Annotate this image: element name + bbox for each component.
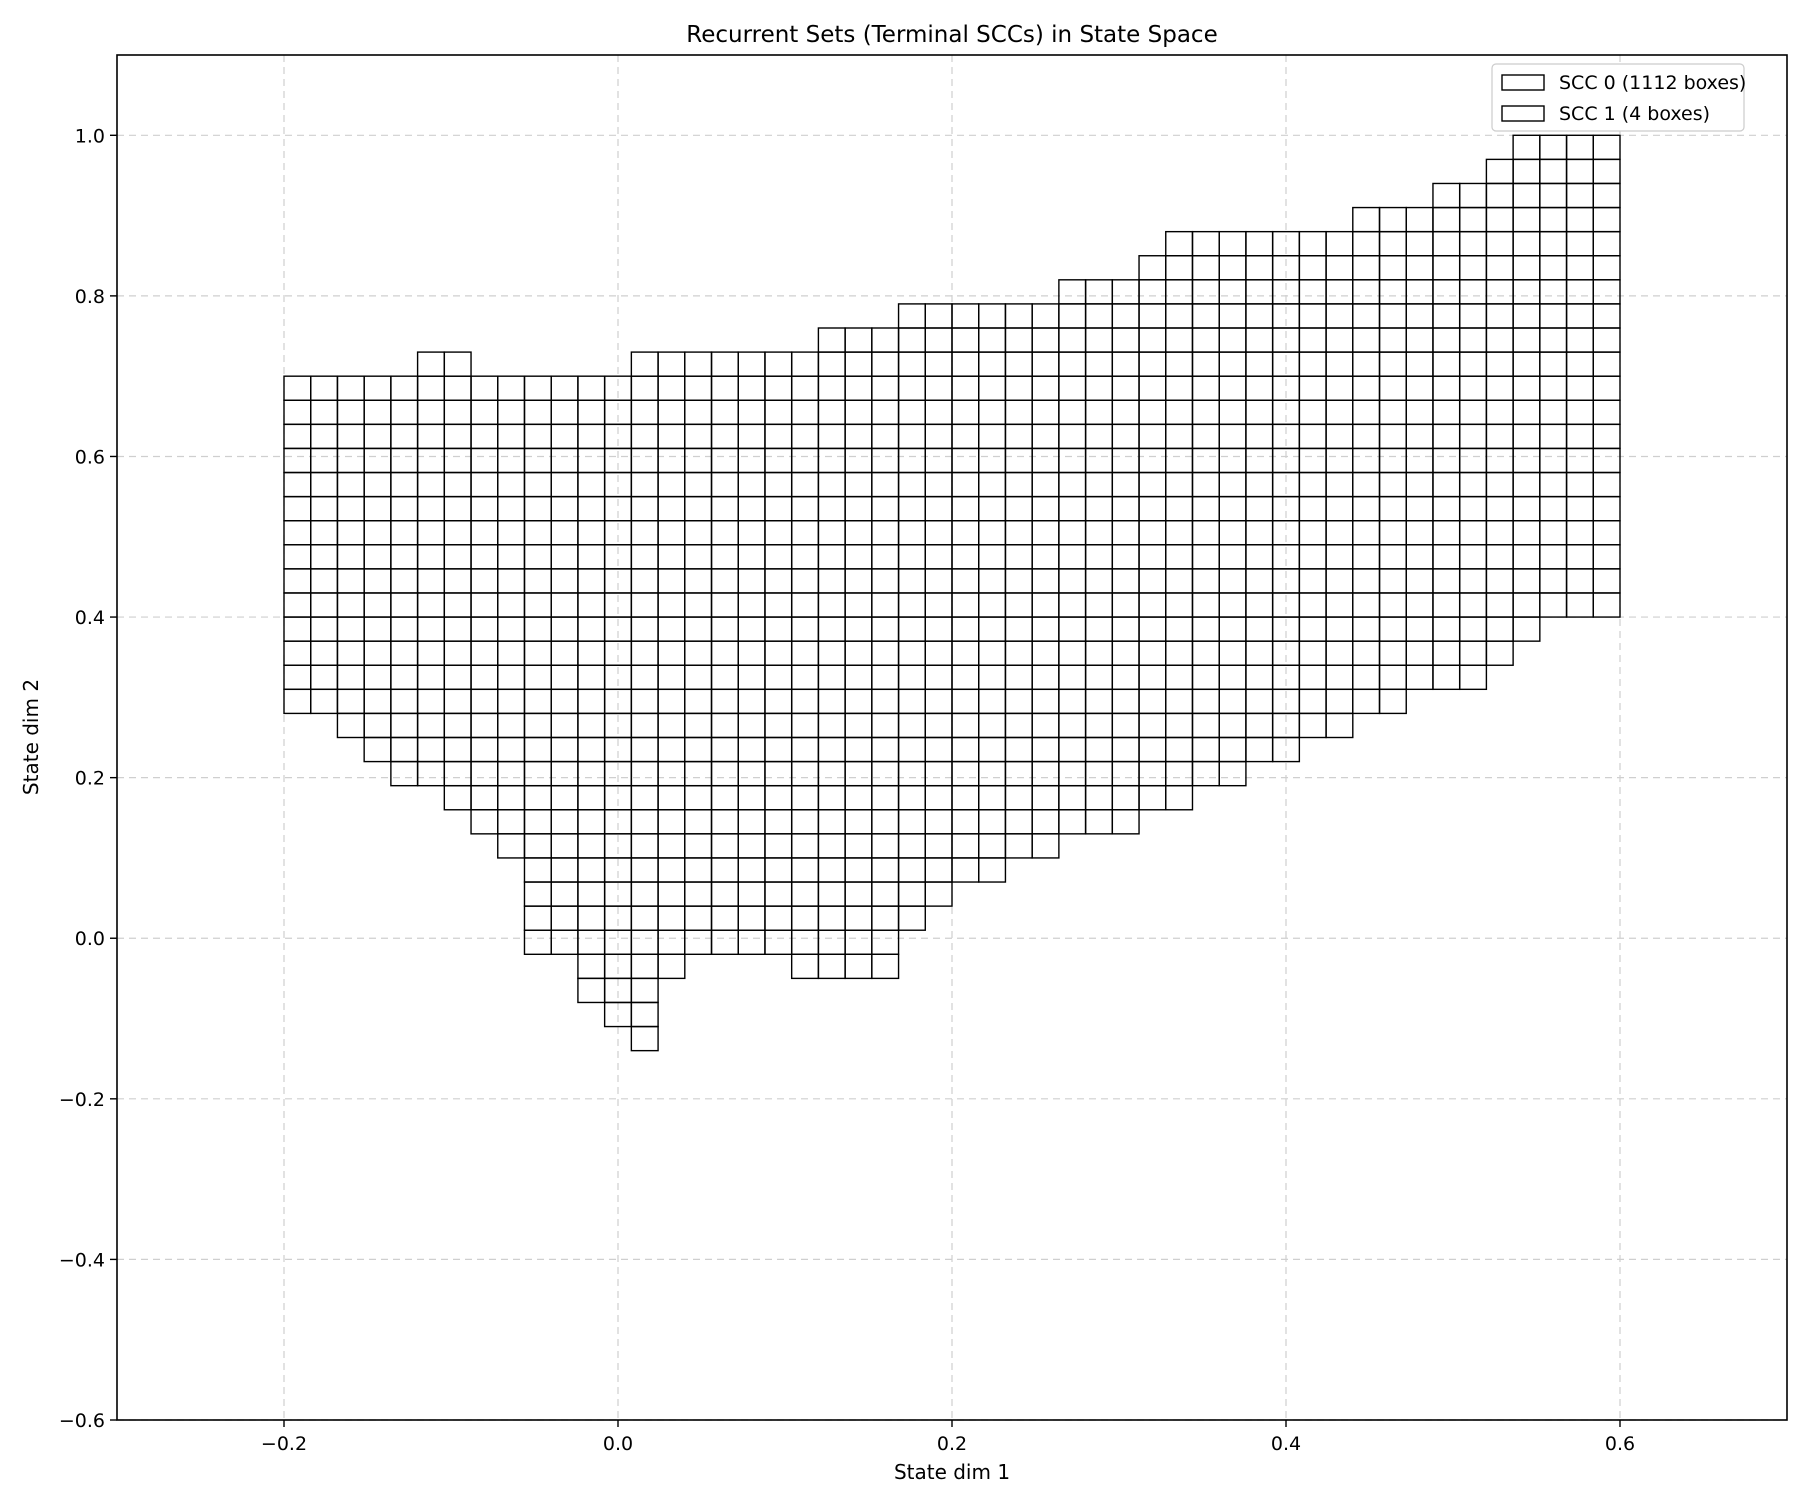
y-tick-label: 0.8: [75, 286, 105, 308]
y-tick-label: 0.6: [75, 446, 105, 468]
y-tick-label: −0.2: [59, 1089, 105, 1111]
scc-box: [1592, 134, 1621, 161]
legend-label-scc-0: SCC 0 (1112 boxes): [1559, 72, 1746, 94]
axis-ticks: −0.2 0.0 0.2 0.4 0.6 −0.6 −0.4 −0.2 0.0 0.2 0.4 0.6…: [59, 125, 1635, 1455]
chart-title: Recurrent Sets (Terminal SCCs) in State …: [686, 22, 1217, 48]
y-tick-label: −0.4: [59, 1249, 105, 1271]
y-tick-label: 1.0: [75, 125, 105, 147]
x-tick-label: 0.4: [1271, 1433, 1301, 1455]
y-tick-label: 0.4: [75, 607, 105, 629]
y-axis-label: State dim 2: [19, 679, 43, 795]
legend: SCC 0 (1112 boxes) SCC 1 (4 boxes): [1491, 63, 1746, 132]
scc-boxes: [283, 134, 1621, 1052]
legend-label-scc-1: SCC 1 (4 boxes): [1559, 103, 1710, 125]
x-tick-label: −0.2: [261, 1433, 307, 1455]
x-tick-label: 0.6: [1605, 1433, 1635, 1455]
y-tick-label: 0.2: [75, 768, 105, 790]
legend-swatch-scc-1: [1501, 105, 1545, 122]
x-axis-label: State dim 1: [894, 1460, 1010, 1484]
scc-box: [443, 351, 472, 377]
legend-swatch-scc-0: [1501, 74, 1545, 91]
x-tick-label: 0.0: [603, 1433, 633, 1455]
y-tick-label: −0.6: [59, 1410, 105, 1432]
y-tick-label: 0.0: [75, 928, 105, 950]
legend-box: [1491, 63, 1745, 132]
x-tick-label: 0.2: [937, 1433, 967, 1455]
